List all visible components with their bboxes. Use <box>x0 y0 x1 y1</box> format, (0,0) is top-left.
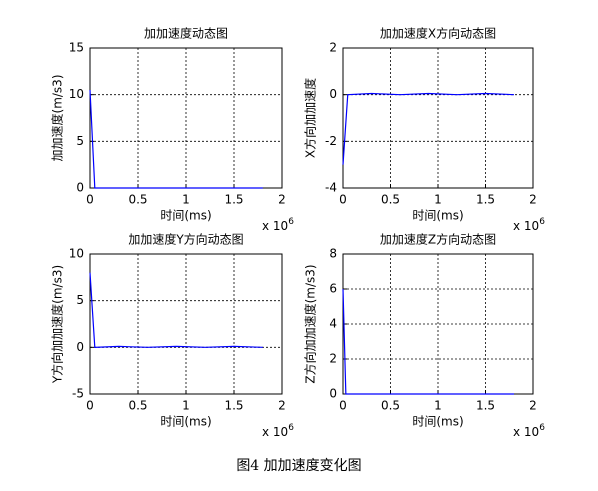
x-tick-label: 0.5 <box>128 399 147 413</box>
x-multiplier-base: x 10 <box>262 219 288 233</box>
figure-caption: 图4 加加速度变化图 <box>236 458 361 474</box>
y-tick-label: -2 <box>325 134 337 148</box>
x-tick-label: 1 <box>434 193 442 207</box>
x-tick-label: 1 <box>182 193 190 207</box>
x-multiplier-exponent: 6 <box>539 423 545 433</box>
y-tick-label: 4 <box>329 317 337 331</box>
data-line <box>89 89 263 189</box>
subplot-title: 加加速度Z方向动态图 <box>380 232 496 247</box>
y-tick-label: 6 <box>329 282 337 296</box>
x-multiplier-exponent: 6 <box>539 217 545 227</box>
y-tick-label: 10 <box>69 247 84 261</box>
y-tick-label: -5 <box>72 387 84 401</box>
x-tick-label: 1.5 <box>476 399 495 413</box>
x-multiplier-base: x 10 <box>262 425 288 439</box>
y-tick-label: 0 <box>329 387 337 401</box>
y-tick-label: 10 <box>69 87 84 101</box>
x-multiplier: x 106 <box>513 423 545 439</box>
y-tick-label: 5 <box>76 293 84 307</box>
x-multiplier-base: x 10 <box>513 425 539 439</box>
x-multiplier: x 106 <box>262 217 294 233</box>
y-tick-label: 8 <box>329 247 337 261</box>
x-axis-label: 时间(ms) <box>160 209 211 223</box>
y-tick-label: 0 <box>329 87 337 101</box>
x-multiplier: x 106 <box>262 423 294 439</box>
data-line <box>342 288 514 395</box>
y-axis-label: 加加速度(m/s3) <box>50 75 65 162</box>
y-axis-label: X方向加加速度 <box>303 78 318 158</box>
x-tick-label: 1.5 <box>224 193 243 207</box>
x-tick-label: 0 <box>339 193 347 207</box>
x-tick-label: 2 <box>278 399 286 413</box>
x-tick-label: 2 <box>278 193 286 207</box>
x-multiplier-exponent: 6 <box>288 217 294 227</box>
x-tick-label: 0 <box>86 399 94 413</box>
y-tick-label: 0 <box>76 340 84 354</box>
x-tick-label: 0 <box>86 193 94 207</box>
x-multiplier-base: x 10 <box>513 219 539 233</box>
y-tick-label: -4 <box>325 181 337 195</box>
x-tick-label: 2 <box>529 399 537 413</box>
x-multiplier: x 106 <box>513 217 545 233</box>
y-tick-label: 0 <box>76 181 84 195</box>
x-tick-label: 0.5 <box>128 193 147 207</box>
subplot-title: 加加速度X方向动态图 <box>380 26 496 41</box>
x-axis-label: 时间(ms) <box>412 415 463 429</box>
x-axis-label: 时间(ms) <box>412 209 463 223</box>
x-tick-label: 2 <box>529 193 537 207</box>
y-tick-label: 2 <box>329 352 337 366</box>
x-axis-label: 时间(ms) <box>160 415 211 429</box>
data-line <box>89 272 263 348</box>
y-axis-label: Y方向加加速度(m/s3) <box>50 265 65 384</box>
subplot-title: 加加速度Y方向动态图 <box>128 232 243 247</box>
axes-box <box>342 47 534 189</box>
y-tick-label: 5 <box>76 134 84 148</box>
x-multiplier-exponent: 6 <box>288 423 294 433</box>
x-tick-label: 0.5 <box>381 399 400 413</box>
x-tick-label: 0 <box>339 399 347 413</box>
x-tick-label: 1 <box>434 399 442 413</box>
x-tick-label: 0.5 <box>381 193 400 207</box>
y-tick-label: 15 <box>69 41 84 55</box>
data-line <box>342 92 515 165</box>
x-tick-label: 1 <box>182 399 190 413</box>
subplot-title: 加加速度动态图 <box>144 26 228 41</box>
y-tick-label: 2 <box>329 41 337 55</box>
axes-box <box>89 253 283 395</box>
y-axis-label: Z方向加加速度(m/s3) <box>303 264 318 383</box>
x-tick-label: 1.5 <box>476 193 495 207</box>
x-tick-label: 1.5 <box>224 399 243 413</box>
